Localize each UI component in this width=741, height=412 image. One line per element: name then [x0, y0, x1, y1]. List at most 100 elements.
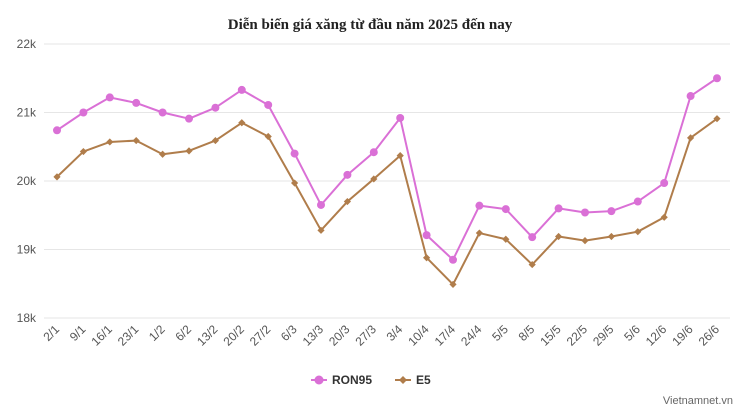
series-line [56, 77, 718, 261]
series-e5 [53, 115, 721, 289]
data-point[interactable] [396, 113, 405, 122]
data-point[interactable] [291, 179, 299, 187]
data-point[interactable] [264, 100, 273, 109]
x-tick-label: 5/6 [621, 322, 643, 344]
data-point[interactable] [449, 255, 457, 264]
y-tick-label: 20k [17, 174, 37, 188]
legend-label: RON95 [332, 373, 372, 387]
series-ron95 [53, 74, 721, 264]
data-point[interactable] [106, 138, 114, 146]
x-tick-label: 22/5 [564, 322, 591, 349]
x-tick-label: 10/4 [405, 322, 432, 349]
x-tick-label: 16/1 [89, 322, 116, 349]
data-point[interactable] [317, 226, 325, 234]
legend-label: E5 [416, 373, 431, 387]
data-point[interactable] [423, 254, 431, 262]
data-point[interactable] [502, 235, 510, 243]
x-tick-label: 23/1 [115, 322, 142, 349]
x-tick-label: 6/2 [172, 322, 194, 344]
x-tick-label: 15/5 [537, 322, 564, 349]
grid-lines [44, 43, 730, 319]
x-tick-label: 9/1 [67, 322, 89, 344]
data-point[interactable] [369, 148, 378, 157]
data-point[interactable] [581, 236, 589, 245]
series-layer [53, 74, 721, 289]
data-point[interactable] [185, 147, 193, 155]
chart-title: Diễn biến giá xăng từ đầu năm 2025 đến n… [228, 17, 513, 33]
legend-item-e5[interactable]: E5 [395, 373, 431, 387]
y-tick-label: 22k [17, 37, 37, 51]
data-point[interactable] [713, 115, 721, 123]
data-point[interactable] [687, 134, 695, 142]
legend-item-ron95[interactable]: RON95 [311, 373, 372, 387]
x-tick-label: 20/3 [326, 322, 353, 349]
data-point[interactable] [396, 152, 404, 160]
data-point[interactable] [634, 228, 642, 236]
x-tick-label: 8/5 [516, 322, 538, 344]
data-point[interactable] [370, 175, 378, 183]
credit-text: Vietnamnet.vn [663, 395, 733, 407]
data-point[interactable] [607, 232, 615, 241]
data-point[interactable] [238, 119, 246, 127]
x-tick-label: 6/3 [278, 322, 300, 344]
x-tick-label: 29/5 [590, 322, 617, 349]
data-point[interactable] [475, 229, 483, 237]
legend-marker [314, 375, 324, 385]
x-tick-label: 26/6 [696, 322, 723, 349]
data-point[interactable] [475, 201, 484, 210]
x-tick-label: 17/4 [432, 322, 459, 349]
data-point[interactable] [581, 208, 589, 217]
x-tick-label: 2/1 [40, 322, 62, 344]
data-point[interactable] [501, 205, 510, 214]
x-tick-label: 12/6 [643, 322, 670, 349]
y-tick-label: 21k [17, 106, 37, 120]
x-tick-label: 5/5 [489, 322, 511, 344]
data-point[interactable] [159, 150, 167, 158]
data-point[interactable] [660, 213, 668, 221]
data-point[interactable] [449, 280, 457, 289]
data-point[interactable] [343, 197, 351, 206]
data-point[interactable] [343, 170, 352, 179]
data-point[interactable] [686, 92, 695, 101]
data-point[interactable] [53, 173, 61, 181]
data-point[interactable] [158, 108, 167, 117]
data-point[interactable] [79, 147, 87, 156]
x-tick-label: 24/4 [458, 322, 485, 349]
data-point[interactable] [105, 93, 114, 102]
data-point[interactable] [290, 149, 299, 158]
x-tick-label: 3/4 [384, 322, 406, 344]
data-point[interactable] [264, 132, 272, 141]
data-point[interactable] [713, 74, 721, 83]
data-point[interactable] [237, 85, 246, 94]
x-tick-label: 27/2 [247, 322, 274, 349]
data-point[interactable] [211, 136, 219, 145]
x-tick-label: 1/2 [146, 322, 168, 344]
data-point[interactable] [607, 207, 616, 216]
legend[interactable]: RON95 E5 [311, 373, 431, 387]
x-axis: 2/1 9/1 16/1 23/1 1/2 6/2 13/2 20/2 27/2 6/3 13/3 2… [40, 322, 722, 349]
data-point[interactable] [185, 114, 193, 123]
series-line [56, 117, 718, 286]
data-point[interactable] [132, 98, 141, 107]
data-point[interactable] [528, 260, 536, 269]
x-tick-label: 19/6 [669, 322, 696, 349]
legend-marker [399, 376, 407, 384]
data-point[interactable] [79, 108, 88, 117]
y-axis: 18k 19k 20k 21k 22k [17, 37, 37, 325]
data-point[interactable] [555, 232, 563, 241]
data-point[interactable] [317, 200, 325, 209]
data-point[interactable] [660, 179, 669, 188]
x-tick-label: 20/2 [221, 322, 248, 349]
data-point[interactable] [528, 233, 537, 242]
x-tick-label: 27/3 [353, 322, 380, 349]
x-tick-label: 13/3 [300, 322, 327, 349]
data-point[interactable] [211, 103, 220, 112]
data-point[interactable] [53, 126, 61, 135]
data-point[interactable] [554, 204, 563, 213]
data-point[interactable] [633, 197, 642, 206]
x-tick-label: 13/2 [194, 322, 221, 349]
data-point[interactable] [422, 231, 431, 240]
data-point[interactable] [132, 136, 140, 145]
y-tick-label: 19k [17, 243, 37, 257]
